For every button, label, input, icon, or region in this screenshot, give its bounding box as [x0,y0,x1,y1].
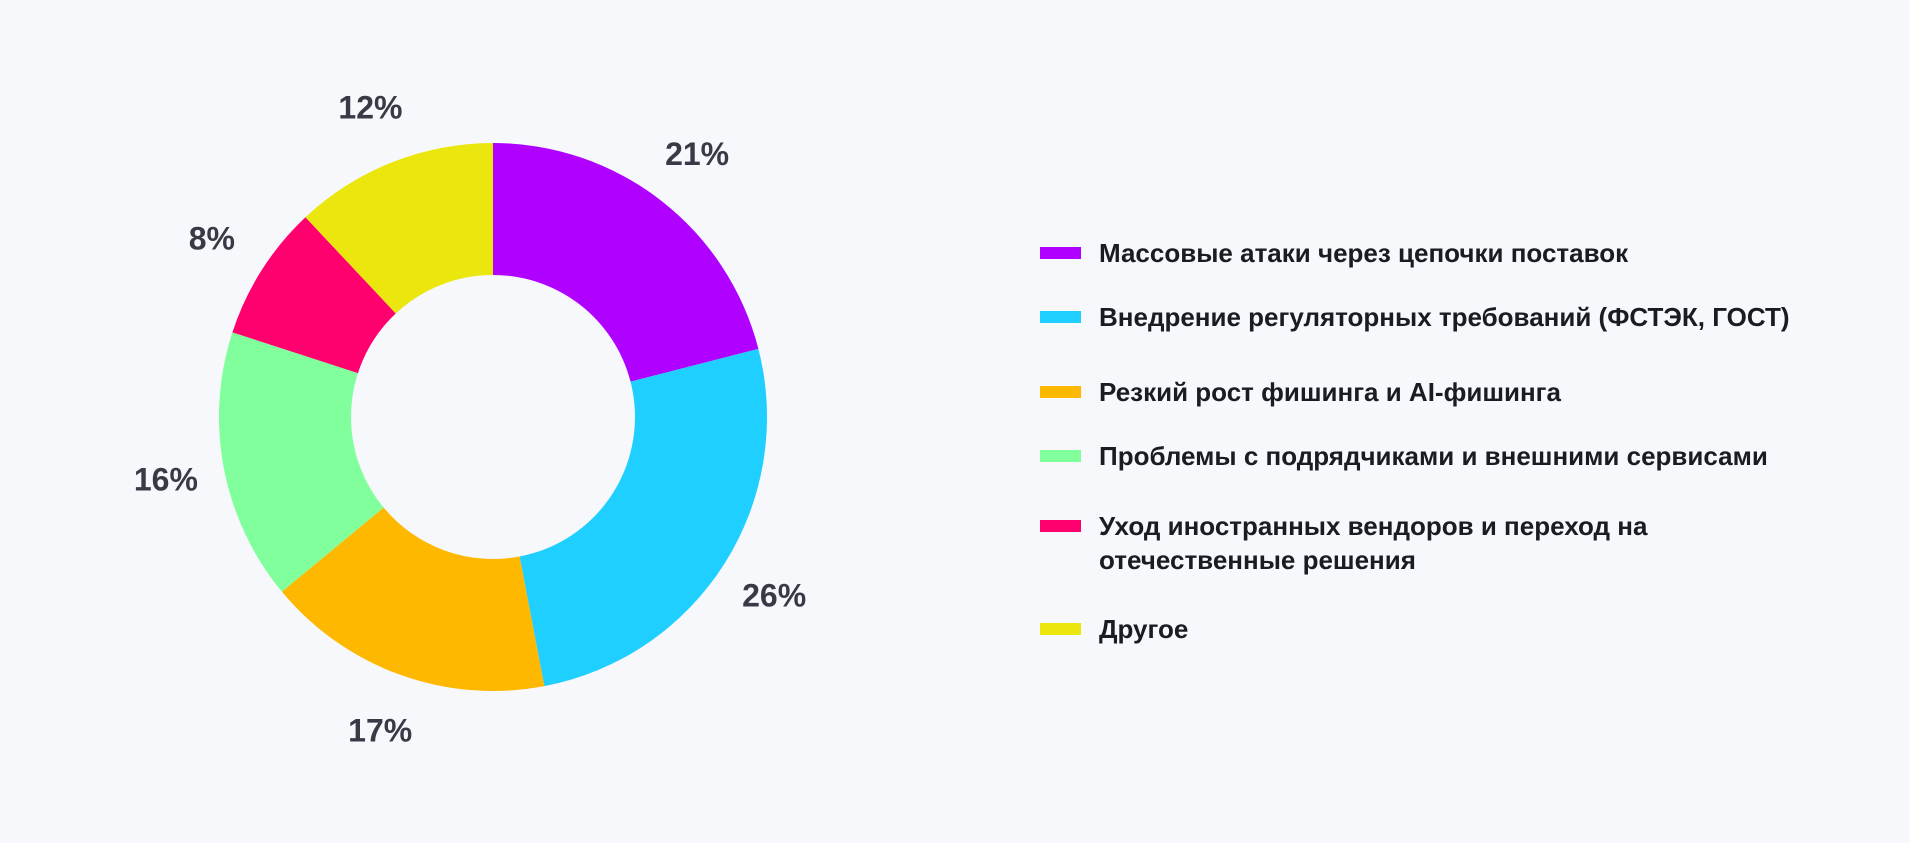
legend-swatch [1040,247,1081,259]
percentage-label-other: 12% [338,89,402,125]
donut-slice-other [305,143,493,314]
percentage-label-contractors: 16% [134,461,198,497]
legend-item-contractor-problems: Проблемы с подрядчиками и внешними серви… [1040,439,1768,473]
legend-swatch [1040,386,1081,398]
percentage-label-supply-chain: 21% [665,136,729,172]
percentage-label-phishing: 17% [348,712,412,748]
donut-slice-vendors [232,217,396,374]
donut-slice-regulatory [519,348,767,687]
legend-label: Резкий рост фишинга и AI-фишинга [1099,377,1561,407]
donut-slice-contractors [218,332,384,592]
donut-chart: 21% 26% 17% 16% 8% 12% [134,89,806,748]
donut-slices [218,143,767,691]
legend-item-phishing-growth: Резкий рост фишинга и AI-фишинга [1040,375,1561,409]
percentage-label-vendors: 8% [189,221,235,257]
legend-item-other: Другое [1040,612,1188,646]
legend-label: Проблемы с подрядчиками и внешними серви… [1099,441,1768,471]
legend-swatch [1040,450,1081,462]
legend-item-supply-chain-attacks: Массовые атаки через цепочки поставок [1040,236,1628,270]
legend-swatch [1040,520,1081,532]
percentage-label-regulatory: 26% [742,577,806,613]
legend-swatch [1040,623,1081,635]
donut-slice-phishing [281,507,545,691]
percentage-labels: 21% 26% 17% 16% 8% 12% [134,89,806,748]
donut-slice-supply-chain [493,143,759,382]
legend-label: Массовые атаки через цепочки поставок [1099,238,1629,268]
legend-label: Уход иностранных вендоров и переход на о… [1099,511,1648,575]
legend-swatch [1040,311,1081,323]
legend-item-vendor-exit: Уход иностранных вендоров и переход на о… [1040,509,1699,577]
legend-item-regulatory-requirements: Внедрение регуляторных требований (ФСТЭК… [1040,300,1790,334]
legend-label: Другое [1099,614,1189,644]
legend-label: Внедрение регуляторных требований (ФСТЭК… [1099,302,1790,332]
